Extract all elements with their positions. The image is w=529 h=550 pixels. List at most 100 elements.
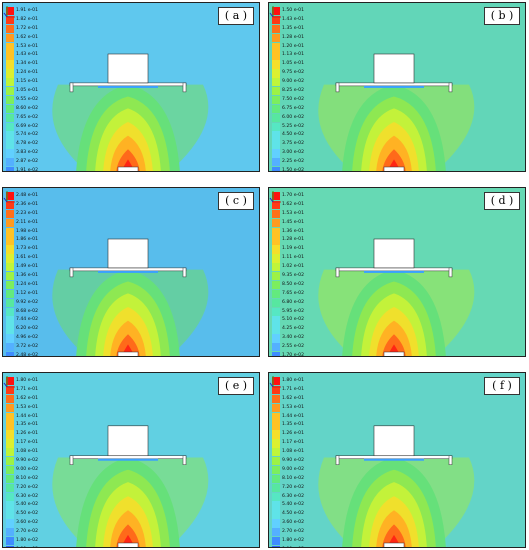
legend-swatch xyxy=(272,104,280,114)
legend-row: 7.20 e-02 xyxy=(6,483,48,493)
legend-row: 1.12 e-01 xyxy=(6,289,48,299)
legend-swatch xyxy=(272,377,280,386)
legend-row: 1.45 e-01 xyxy=(272,218,314,228)
legend-row: 1.53 e-01 xyxy=(6,403,48,413)
legend-value: 7.65 e-02 xyxy=(16,114,39,120)
diffuser-gap xyxy=(364,85,424,88)
legend-row: 3.00 e-02 xyxy=(272,149,314,158)
legend-swatch xyxy=(272,421,280,430)
legend-row: 1.72 e-01 xyxy=(6,24,48,34)
legend-value: 6.80 e-02 xyxy=(282,299,305,305)
diffuser-left-lip xyxy=(69,455,74,465)
legend-value: 1.53 e-01 xyxy=(16,43,39,49)
legend-row: 7.65 e-02 xyxy=(272,289,314,299)
legend-row: 8.10 e-02 xyxy=(272,474,314,484)
legend-swatch xyxy=(272,7,280,16)
legend-row: 1.53 e-01 xyxy=(272,209,314,219)
legend-value: 1.62 e-01 xyxy=(282,395,305,401)
legend-swatch xyxy=(272,537,280,546)
contour-field xyxy=(52,53,209,171)
legend-row: 2.25 e-02 xyxy=(272,158,314,167)
legend-row: 2.55 e-02 xyxy=(272,343,314,352)
color-legend: 2.48 e-01 2.36 e-01 2.23 e-01 2.11 e-01 1.98… xyxy=(6,192,48,357)
legend-value: 1.50 e-01 xyxy=(282,8,305,13)
legend-swatch xyxy=(272,501,280,510)
legend-swatch xyxy=(272,272,280,281)
legend-row: 6.75 e-02 xyxy=(272,104,314,114)
legend-row: 2.70 e-02 xyxy=(272,528,314,537)
legend-value: 1.08 e-01 xyxy=(16,449,39,455)
legend-value: 1.70 e-01 xyxy=(282,193,305,198)
legend-row: 6.69 e-02 xyxy=(6,122,48,132)
contour-field xyxy=(318,425,475,547)
legend-swatch xyxy=(272,227,280,236)
legend-swatch xyxy=(272,457,280,466)
legend-swatch xyxy=(6,131,14,140)
legend-row: 1.80 e-02 xyxy=(272,537,314,546)
legend-row: 9.55 e-02 xyxy=(6,95,48,105)
legend-value: 2.70 e-02 xyxy=(282,529,305,535)
legend-value: 1.43 e-01 xyxy=(16,52,39,58)
legend-swatch xyxy=(6,352,14,356)
legend-value: 1.70 e-02 xyxy=(282,353,305,357)
legend-value: 1.17 e-01 xyxy=(16,440,39,446)
legend-swatch xyxy=(6,325,14,334)
legend-swatch xyxy=(6,403,14,412)
diffuser-right-lip xyxy=(182,455,187,465)
legend-value: 1.35 e-01 xyxy=(16,422,39,428)
axis-triad-icon xyxy=(3,6,15,18)
legend-value: 6.30 e-02 xyxy=(282,493,305,499)
legend-row: 6.30 e-02 xyxy=(6,492,48,502)
legend-swatch xyxy=(272,298,280,307)
legend-value: 1.45 e-01 xyxy=(282,219,305,225)
legend-row: 1.80 e-01 xyxy=(272,377,314,386)
legend-swatch xyxy=(6,280,14,290)
legend-value: 1.02 e-01 xyxy=(282,264,305,270)
legend-value: 7.20 e-02 xyxy=(282,484,305,490)
legend-value: 6.75 e-02 xyxy=(282,105,305,111)
color-legend: 1.50 e-01 1.43 e-01 1.35 e-01 1.28 e-01 1.20… xyxy=(272,7,314,171)
legend-value: 1.80 e-01 xyxy=(282,378,305,383)
legend-swatch xyxy=(6,167,14,171)
diffuser-right-lip xyxy=(182,267,187,278)
legend-swatch xyxy=(272,510,280,519)
legend-swatch xyxy=(272,263,280,272)
legend-value: 1.80 e-02 xyxy=(16,538,39,544)
diffuser-gap xyxy=(364,458,424,461)
legend-row: 6.30 e-02 xyxy=(272,492,314,502)
legend-value: 1.26 e-01 xyxy=(282,431,305,437)
legend-value: 9.00 e-03 xyxy=(282,546,304,548)
legend-value: 1.73 e-01 xyxy=(16,246,39,252)
legend-value: 6.20 e-02 xyxy=(16,326,39,332)
legend-value: 5.95 e-02 xyxy=(282,308,305,314)
legend-swatch xyxy=(6,289,14,299)
legend-value: 1.05 e-01 xyxy=(282,61,305,67)
legend-value: 1.35 e-01 xyxy=(282,25,305,31)
contour-panel-f: 1.80 e-01 1.71 e-01 1.62 e-01 1.53 e-01 1.44… xyxy=(268,372,526,548)
legend-value: 4.50 e-02 xyxy=(282,511,305,517)
legend-swatch xyxy=(6,140,14,149)
inlet-nozzle xyxy=(383,542,405,547)
legend-row: 1.50 e-02 xyxy=(272,167,314,171)
legend-row: 1.11 e-01 xyxy=(272,254,314,263)
legend-row: 1.61 e-01 xyxy=(6,254,48,263)
legend-row: 5.74 e-02 xyxy=(6,131,48,140)
legend-value: 1.05 e-01 xyxy=(16,88,39,94)
legend-value: 9.75 e-02 xyxy=(282,70,305,76)
legend-value: 1.13 e-01 xyxy=(282,52,305,58)
legend-value: 1.28 e-01 xyxy=(282,237,305,243)
contour-panel-c: 2.48 e-01 2.36 e-01 2.23 e-01 2.11 e-01 1.98… xyxy=(2,187,260,357)
legend-value: 7.50 e-02 xyxy=(282,96,305,102)
legend-value: 4.96 e-02 xyxy=(16,335,39,341)
contour-field xyxy=(52,425,209,547)
panel-label: ( a ) xyxy=(218,7,254,25)
legend-row: 3.75 e-02 xyxy=(272,140,314,149)
legend-value: 1.72 e-01 xyxy=(16,25,39,31)
color-legend: 1.70 e-01 1.62 e-01 1.53 e-01 1.45 e-01 1.36… xyxy=(272,192,314,357)
legend-row: 1.35 e-01 xyxy=(6,421,48,430)
legend-swatch xyxy=(272,78,280,87)
color-legend: 1.80 e-01 1.71 e-01 1.62 e-01 1.53 e-01 1.44… xyxy=(272,377,314,548)
legend-row: 1.35 e-01 xyxy=(272,24,314,34)
legend-swatch xyxy=(272,245,280,254)
legend-value: 2.48 e-02 xyxy=(16,353,39,357)
